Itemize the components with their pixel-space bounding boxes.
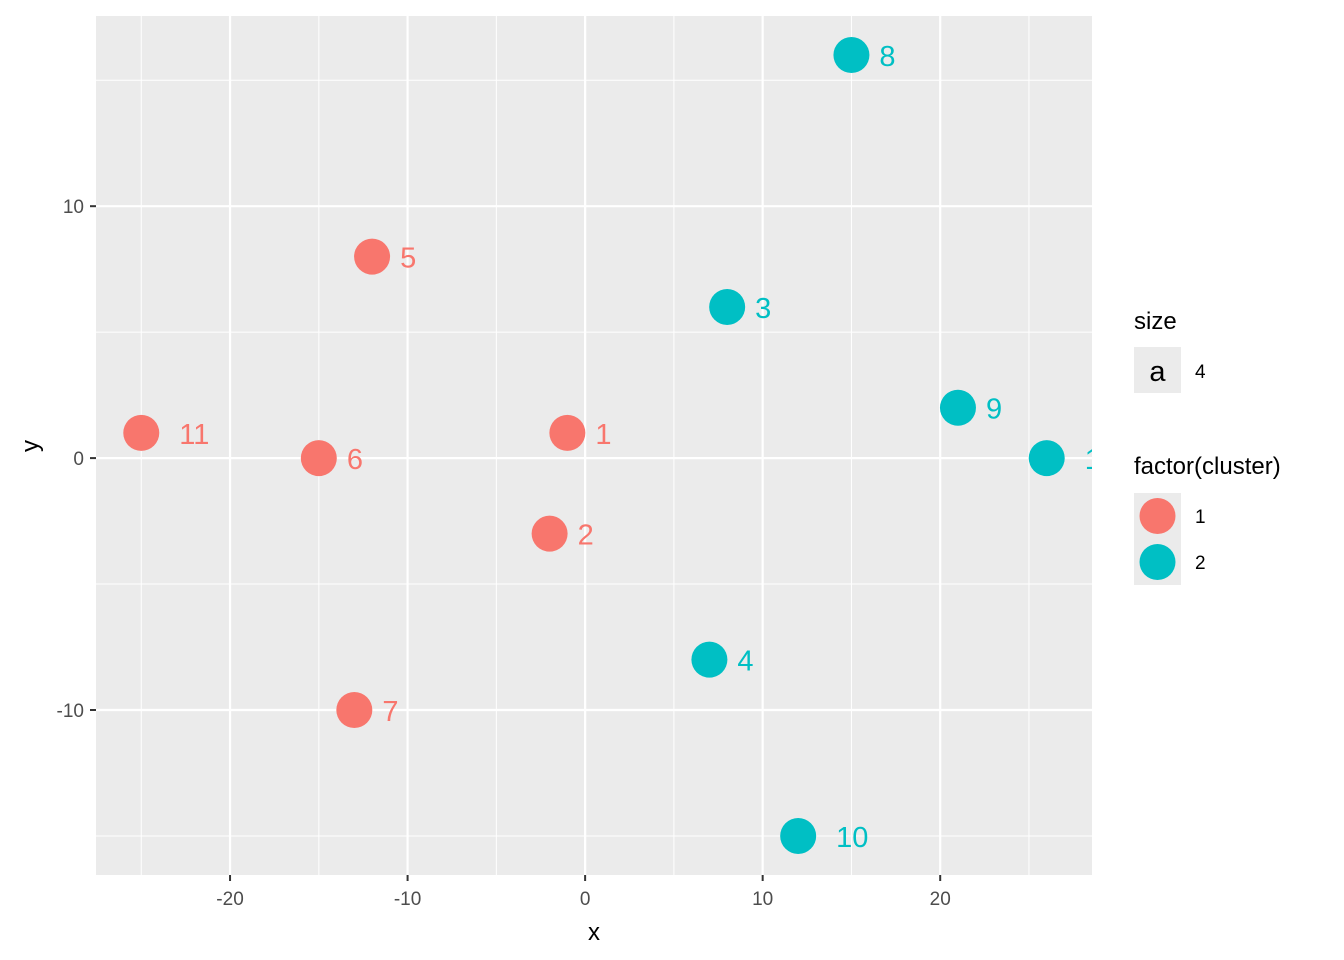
y-tick-label: 0 <box>73 449 84 470</box>
legend-label-size: 4 <box>1195 362 1206 383</box>
data-label-4: 4 <box>737 646 753 678</box>
data-label-7: 7 <box>382 696 398 728</box>
legend-title-cluster: factor(cluster) <box>1134 453 1281 480</box>
data-label-1: 1 <box>595 419 611 451</box>
x-tick-label: -20 <box>216 889 243 910</box>
points-layer <box>123 37 1065 854</box>
x-tick-label: -10 <box>394 889 421 910</box>
data-label-3: 3 <box>755 293 771 325</box>
plot-panel <box>96 16 1092 875</box>
x-axis-title: x <box>588 919 600 946</box>
legend-label-cluster-1: 1 <box>1195 507 1206 528</box>
data-point-12 <box>1028 440 1065 477</box>
x-tick-label: 0 <box>580 889 591 910</box>
data-point-7 <box>336 692 373 729</box>
x-tick-label: 20 <box>930 889 951 910</box>
data-point-2 <box>531 515 568 552</box>
legend-label-cluster-2: 2 <box>1195 553 1206 574</box>
data-point-4 <box>691 641 728 678</box>
legend-swatch-cluster-1 <box>1139 498 1176 534</box>
grid-major <box>96 16 1092 875</box>
data-point-3 <box>709 288 746 325</box>
data-label-6: 6 <box>347 444 363 476</box>
data-label-9: 9 <box>986 394 1002 426</box>
data-label-11: 11 <box>179 419 209 451</box>
data-point-11 <box>123 414 160 451</box>
data-label-8: 8 <box>879 41 895 73</box>
data-point-1 <box>549 414 586 451</box>
y-axis-title: y <box>17 440 44 452</box>
legend-swatch-cluster-2 <box>1139 544 1176 580</box>
x-tick-label: 10 <box>752 889 773 910</box>
data-label-5: 5 <box>400 243 416 275</box>
legend-key-size-glyph: a <box>1149 356 1166 388</box>
y-axis: -10 0 10 <box>57 197 96 722</box>
legend-title-size: size <box>1134 308 1177 335</box>
legend: size a 4 factor(cluster) 1 2 <box>1134 308 1281 585</box>
x-axis: -20 -10 0 10 20 <box>216 875 951 910</box>
data-label-12: 12 <box>1085 444 1117 476</box>
data-label-10: 10 <box>836 822 868 854</box>
data-label-2: 2 <box>578 520 594 552</box>
grid-minor <box>96 16 1092 875</box>
y-tick-label: -10 <box>57 701 84 722</box>
data-point-8 <box>833 37 870 74</box>
data-point-6 <box>300 440 337 477</box>
legend-key-size <box>1134 347 1181 393</box>
data-point-5 <box>354 238 391 275</box>
data-point-10 <box>780 817 817 854</box>
data-point-9 <box>939 389 976 426</box>
y-tick-label: 10 <box>63 197 84 218</box>
